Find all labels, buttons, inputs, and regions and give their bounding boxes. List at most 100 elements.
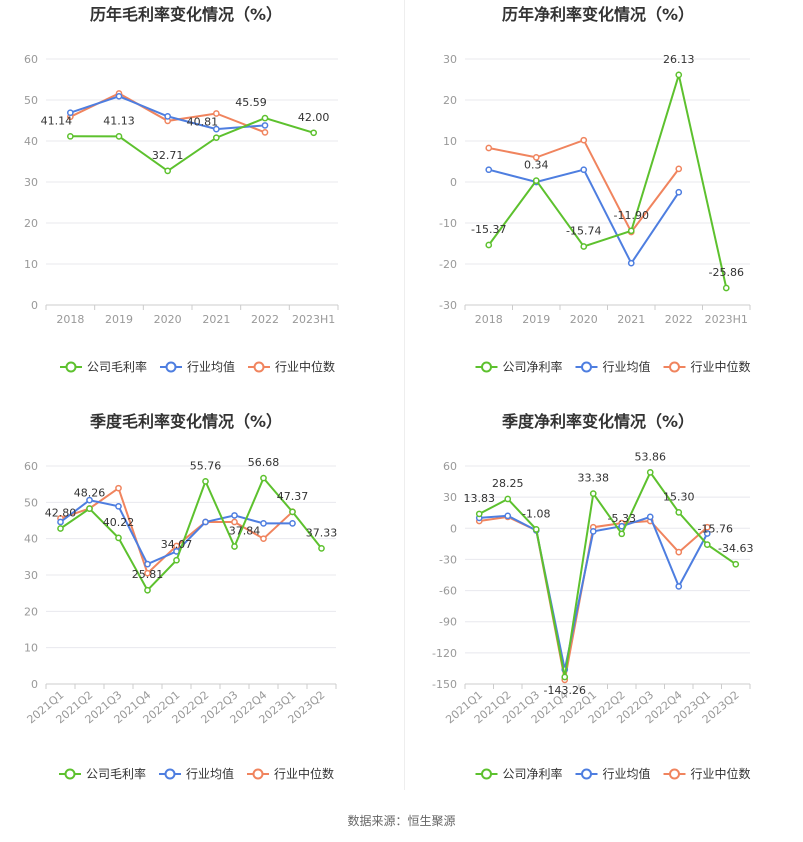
y-tick-label: 40 [24, 533, 38, 546]
data-label: 15.30 [663, 490, 695, 503]
legend-marker [165, 361, 177, 373]
data-label: 42.80 [45, 506, 77, 519]
data-point-median [485, 144, 493, 152]
data-label: 33.38 [578, 472, 610, 485]
legend-item-company: 公司净利率 [475, 766, 563, 781]
data-label: 13.83 [464, 492, 496, 505]
x-tick-label: 2022 [665, 313, 693, 326]
data-label: -1.08 [522, 507, 550, 520]
data-point-company [485, 241, 493, 249]
legend-item-avg: 行业均值 [575, 359, 651, 374]
data-label: -15.37 [471, 223, 506, 236]
series-line-company [487, 70, 728, 289]
data-point-company [86, 505, 93, 513]
data-point-avg [57, 518, 64, 526]
data-point-company [646, 469, 654, 476]
y-tick-label: 20 [24, 217, 38, 230]
data-label: 42.00 [298, 111, 330, 124]
y-tick-label: 10 [24, 642, 38, 655]
legend-marker [581, 768, 592, 780]
series-line-median [479, 515, 708, 680]
legend: 公司毛利率 行业均值 行业中位数 [60, 359, 335, 374]
legend-label: 行业均值 [187, 359, 235, 374]
data-label: 48.26 [74, 487, 106, 500]
data-label: -25.86 [709, 266, 744, 279]
data-point-median [144, 569, 151, 577]
legend-marker [669, 768, 680, 780]
data-point-company [703, 541, 711, 548]
y-tick-label: 30 [443, 491, 457, 504]
data-label: 47.37 [277, 490, 309, 503]
legend-label: 公司毛利率 [87, 359, 147, 374]
legend-item-median: 行业中位数 [248, 359, 335, 374]
y-tick-label: 60 [24, 53, 38, 66]
data-label: 45.59 [235, 96, 267, 109]
legend-label: 行业中位数 [275, 359, 335, 374]
data-label: 32.71 [152, 149, 184, 162]
data-point-median [675, 548, 683, 556]
data-point-company [504, 495, 512, 503]
legend-item-avg: 行业均值 [575, 766, 651, 781]
series-line-median [488, 138, 680, 234]
y-tick-label: -120 [432, 647, 457, 660]
x-tick-label: 2020 [570, 313, 598, 326]
data-point-median [532, 154, 540, 161]
chart-title: 季度毛利率变化情况（%） [89, 412, 282, 431]
y-tick-label: 0 [450, 522, 457, 535]
y-tick-label: 60 [443, 460, 457, 473]
data-point-avg [115, 502, 122, 510]
data-point-median [261, 129, 269, 136]
y-tick-label: 0 [31, 299, 38, 312]
legend-item-avg: 行业均值 [160, 359, 235, 374]
data-label: 25.81 [132, 568, 164, 581]
y-tick-label: 50 [24, 496, 38, 509]
legend-item-company: 公司毛利率 [60, 359, 147, 374]
data-point-company [115, 534, 122, 542]
data-point-company [212, 134, 220, 142]
legend-label: 公司净利率 [503, 766, 563, 781]
data-point-avg [86, 496, 93, 504]
legend: 公司毛利率 行业均值 行业中位数 [59, 766, 334, 781]
data-point-avg [580, 166, 588, 174]
data-label: -11.90 [614, 209, 649, 222]
y-tick-label: 0 [450, 176, 457, 189]
data-label: 56.68 [248, 456, 280, 469]
data-point-avg [703, 530, 711, 537]
legend-marker [481, 361, 492, 373]
data-point-company [231, 543, 238, 550]
legend-item-company: 公司净利率 [475, 359, 563, 374]
data-point-avg [231, 512, 238, 519]
y-tick-label: -10 [439, 217, 457, 230]
data-label: -15.76 [698, 523, 733, 536]
data-point-median [675, 165, 683, 173]
legend-item-avg: 行业均值 [159, 766, 234, 781]
data-point-avg [675, 188, 683, 196]
legend-marker [65, 361, 77, 373]
data-point-median [115, 484, 122, 492]
data-point-median [580, 136, 588, 144]
legend-marker [252, 768, 264, 780]
y-tick-label: 50 [24, 94, 38, 107]
data-label: -143.26 [544, 684, 586, 697]
legend-label: 行业均值 [603, 359, 651, 374]
data-point-company [675, 509, 683, 516]
legend-label: 行业中位数 [691, 766, 751, 781]
legend-label: 行业中位数 [274, 766, 334, 781]
legend: 公司净利率 行业均值 行业中位数 [475, 359, 751, 374]
x-tick-label: 2022 [251, 313, 279, 326]
data-label: -5.33 [608, 512, 636, 525]
data-point-company [310, 129, 318, 137]
data-point-avg [164, 113, 172, 120]
legend-item-median: 行业中位数 [663, 766, 751, 781]
data-point-company [722, 284, 730, 292]
data-point-company [475, 510, 483, 518]
y-tick-label: 20 [443, 94, 457, 107]
legend-label: 公司净利率 [503, 359, 563, 374]
legend-label: 行业均值 [186, 766, 234, 781]
data-point-median [260, 535, 267, 543]
data-point-company [532, 177, 540, 184]
data-label: 55.76 [190, 459, 222, 472]
data-label: 26.13 [663, 53, 695, 66]
data-point-company [618, 530, 626, 538]
data-label: -34.63 [718, 542, 753, 555]
